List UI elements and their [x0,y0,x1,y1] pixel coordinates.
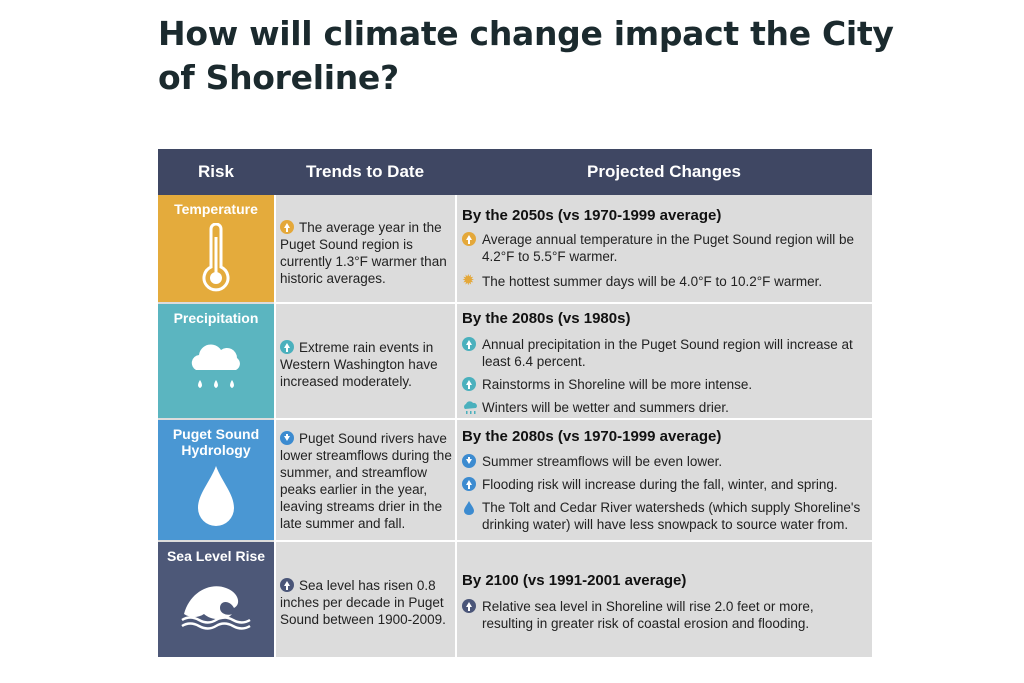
row-divider [274,418,872,420]
risk-label: Precipitation [173,310,259,326]
rain-cloud-icon [464,401,477,414]
trend-text: Sea level has risen 0.8 inches per decad… [280,578,446,627]
trend-text: Extreme rain events in Western Washingto… [280,340,438,389]
wave-icon [181,586,251,630]
risk-label: Temperature [174,201,258,217]
increase-arrow-icon [462,599,476,613]
projected-item: Summer streamflows will be even lower. [462,453,862,470]
projected-cell: By the 2050s (vs 1970-1999 average) Aver… [462,207,862,290]
increase-arrow-icon [280,340,294,354]
projected-item-text: The hottest summer days will be 4.0°F to… [482,274,823,289]
thermometer-icon [202,223,230,292]
risk-cell-precipitation: Precipitation [158,304,274,418]
trend-cell: Sea level has risen 0.8 inches per decad… [280,577,452,628]
projected-title: By the 2050s (vs 1970-1999 average) [462,207,722,224]
projected-item-text: The Tolt and Cedar River watersheds (whi… [482,500,861,532]
projected-item-text: Average annual temperature in the Puget … [482,232,855,264]
row-divider [274,302,872,304]
column-divider [274,195,276,657]
increase-arrow-icon [462,337,476,351]
water-drop-icon [198,466,234,526]
increase-arrow-icon [462,477,476,491]
decrease-arrow-icon [462,454,476,468]
projected-title: By the 2080s (vs 1970-1999 average) [462,428,722,445]
trend-text: Puget Sound rivers have lower streamflow… [280,431,452,531]
projected-item: Flooding risk will increase during the f… [462,476,862,493]
climate-impact-table: Risk Trends to Date Projected Changes Te… [158,149,872,657]
trend-text: The average year in the Puget Sound regi… [280,220,447,286]
table-header: Risk Trends to Date Projected Changes [158,149,872,195]
water-drop-icon [464,501,474,515]
header-risk: Risk [198,162,234,181]
rain-cloud-icon [191,344,240,388]
trend-cell: Puget Sound rivers have lower streamflow… [280,430,452,532]
projected-item: Rainstorms in Shoreline will be more int… [462,376,862,393]
projected-cell: By 2100 (vs 1991-2001 average) Relative … [462,572,862,632]
projected-item-text: Flooding risk will increase during the f… [482,477,838,492]
projected-item-text: Summer streamflows will be even lower. [482,454,723,469]
projected-item: Annual precipitation in the Puget Sound … [462,336,862,370]
risk-cell-sea-level: Sea Level Rise [158,542,274,657]
risk-label: Sea Level Rise [166,548,266,564]
increase-arrow-icon [280,578,294,592]
projected-item-text: Winters will be wetter and summers drier… [482,400,729,415]
projected-cell: By the 2080s (vs 1980s) Annual precipita… [462,310,862,416]
projected-title: By 2100 (vs 1991-2001 average) [462,572,687,589]
decrease-arrow-icon [280,431,294,445]
projected-item: Average annual temperature in the Puget … [462,231,862,265]
increase-arrow-icon [280,220,294,234]
page-title: How will climate change impact the City … [158,14,894,97]
header-projected: Projected Changes [587,162,741,181]
projected-item-text: Relative sea level in Shoreline will ris… [482,599,814,631]
projected-title: By the 2080s (vs 1980s) [462,310,631,327]
trend-cell: Extreme rain events in Western Washingto… [280,339,452,390]
trend-cell: The average year in the Puget Sound regi… [280,219,452,287]
projected-item: Winters will be wetter and summers drier… [462,399,862,416]
header-trends: Trends to Date [305,162,425,181]
column-divider [455,195,457,657]
projected-item: Relative sea level in Shoreline will ris… [462,598,862,632]
projected-item-text: Rainstorms in Shoreline will be more int… [482,377,753,392]
risk-cell-temperature: Temperature [158,195,274,302]
projected-item: The Tolt and Cedar River watersheds (whi… [462,499,862,533]
row-divider [274,540,872,542]
increase-arrow-icon [462,232,476,246]
risk-cell-hydrology: Puget Sound Hydrology [158,420,274,540]
projected-item: ✹ The hottest summer days will be 4.0°F … [462,273,862,290]
projected-item-text: Annual precipitation in the Puget Sound … [482,337,853,369]
risk-label: Puget Sound Hydrology [172,426,260,458]
increase-arrow-icon [462,377,476,391]
projected-cell: By the 2080s (vs 1970-1999 average) Summ… [462,428,862,533]
sun-icon: ✹ [462,272,475,289]
